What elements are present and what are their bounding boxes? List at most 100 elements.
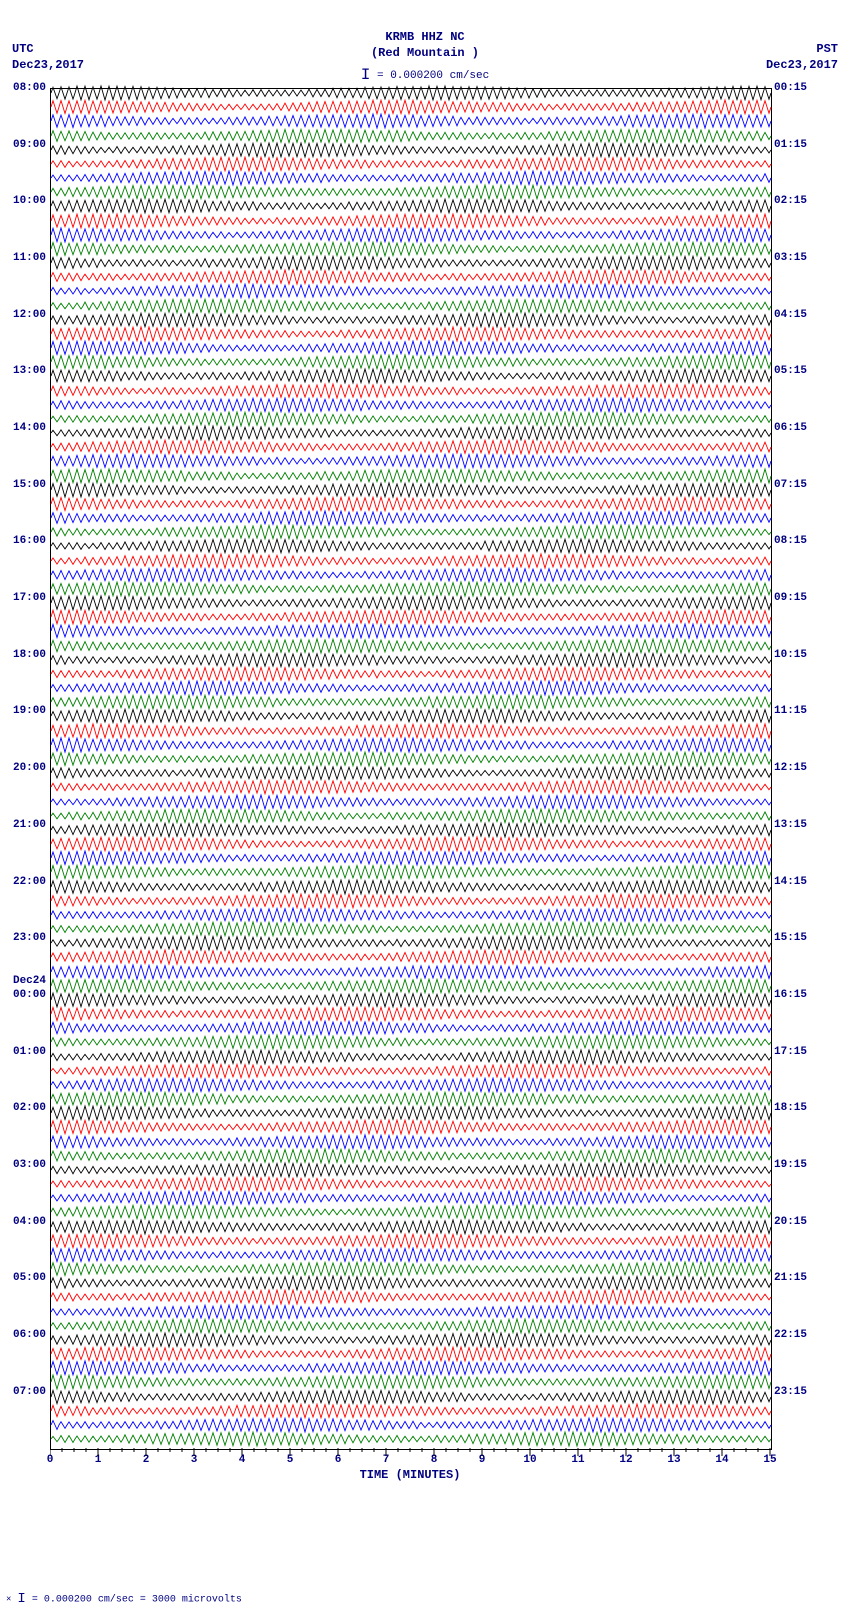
pst-time-label: 13:15 [774,819,807,831]
seismic-trace [51,1333,771,1347]
seismic-trace [51,1418,771,1432]
utc-time-label: 12:00 [0,309,46,321]
seismic-trace [51,936,771,950]
utc-time-label: 03:00 [0,1159,46,1171]
seismogram-container: KRMB HHZ NC (Red Mountain ) I = 0.000200… [0,0,850,1613]
pst-time-label: 11:15 [774,705,807,717]
utc-time-label: 23:00 [0,932,46,944]
seismic-trace [51,284,771,298]
pst-time-label: 10:15 [774,649,807,661]
seismic-trace [51,511,771,525]
seismic-trace [51,1234,771,1248]
pst-date: Dec23,2017 [766,58,838,72]
seismic-trace [51,100,771,114]
seismic-trace [51,724,771,738]
seismic-trace [51,1347,771,1361]
seismic-trace [51,1404,771,1418]
seismic-trace [51,596,771,610]
pst-time-label: 02:15 [774,195,807,207]
pst-time-label: 04:15 [774,309,807,321]
seismic-trace [51,497,771,511]
utc-time-label: 18:00 [0,649,46,661]
seismic-trace [51,199,771,213]
date-mark: Dec24 [0,975,46,987]
seismic-trace [51,242,771,256]
seismic-trace [51,979,771,993]
seismic-trace [51,1290,771,1304]
seismic-trace [51,1007,771,1021]
utc-time-label: 15:00 [0,479,46,491]
utc-time-label: 02:00 [0,1102,46,1114]
seismic-trace [51,525,771,539]
seismic-trace [51,1205,771,1219]
pst-label: PST [816,42,838,56]
seismic-trace [51,610,771,624]
seismic-trace [51,214,771,228]
pst-time-label: 17:15 [774,1046,807,1058]
seismic-trace [51,1050,771,1064]
seismic-trace [51,738,771,752]
seismic-trace [51,171,771,185]
seismic-trace [51,894,771,908]
seismic-trace [51,1361,771,1375]
x-axis-ticks [50,1448,772,1466]
seismic-trace [51,1135,771,1149]
seismic-trace [51,568,771,582]
seismic-trace [51,681,771,695]
footer-text: = 0.000200 cm/sec = 3000 microvolts [32,1595,242,1606]
pst-time-label: 00:15 [774,82,807,94]
utc-time-label: 17:00 [0,592,46,604]
seismic-trace [51,624,771,638]
seismic-trace [51,1035,771,1049]
seismic-trace [51,922,771,936]
seismic-trace [51,440,771,454]
seismic-trace [51,1064,771,1078]
seismic-trace [51,709,771,723]
seismic-trace [51,355,771,369]
pst-time-label: 21:15 [774,1272,807,1284]
pst-time-label: 07:15 [774,479,807,491]
seismic-trace [51,143,771,157]
seismic-trace [51,1092,771,1106]
seismic-trace [51,809,771,823]
x-axis-label: TIME (MINUTES) [0,1468,820,1482]
seismic-trace [51,1220,771,1234]
seismic-trace [51,880,771,894]
seismic-trace [51,129,771,143]
seismic-trace [51,851,771,865]
seismic-trace [51,582,771,596]
seismic-trace [51,412,771,426]
utc-time-label: 22:00 [0,876,46,888]
seismic-trace [51,1021,771,1035]
seismic-trace [51,667,771,681]
seismic-trace [51,908,771,922]
seismic-trace [51,795,771,809]
seismic-trace [51,1375,771,1389]
utc-time-label: 00:00 [0,989,46,1001]
utc-time-label: 08:00 [0,82,46,94]
seismic-trace [51,398,771,412]
seismic-trace [51,185,771,199]
utc-time-label: 16:00 [0,535,46,547]
seismic-trace [51,369,771,383]
seismic-trace [51,86,771,100]
seismic-trace [51,454,771,468]
seismic-trace [51,950,771,964]
seismic-trace [51,256,771,270]
utc-date: Dec23,2017 [12,58,84,72]
seismic-trace [51,228,771,242]
pst-time-label: 09:15 [774,592,807,604]
pst-time-label: 15:15 [774,932,807,944]
location-subtitle: (Red Mountain ) [0,46,850,60]
seismic-trace [51,554,771,568]
seismic-trace [51,483,771,497]
seismic-trace [51,384,771,398]
seismic-trace [51,327,771,341]
seismic-trace [51,766,771,780]
utc-time-label: 05:00 [0,1272,46,1284]
plot-area [50,88,772,1450]
seismic-trace [51,837,771,851]
utc-time-label: 06:00 [0,1329,46,1341]
seismic-trace [51,993,771,1007]
seismic-trace [51,114,771,128]
